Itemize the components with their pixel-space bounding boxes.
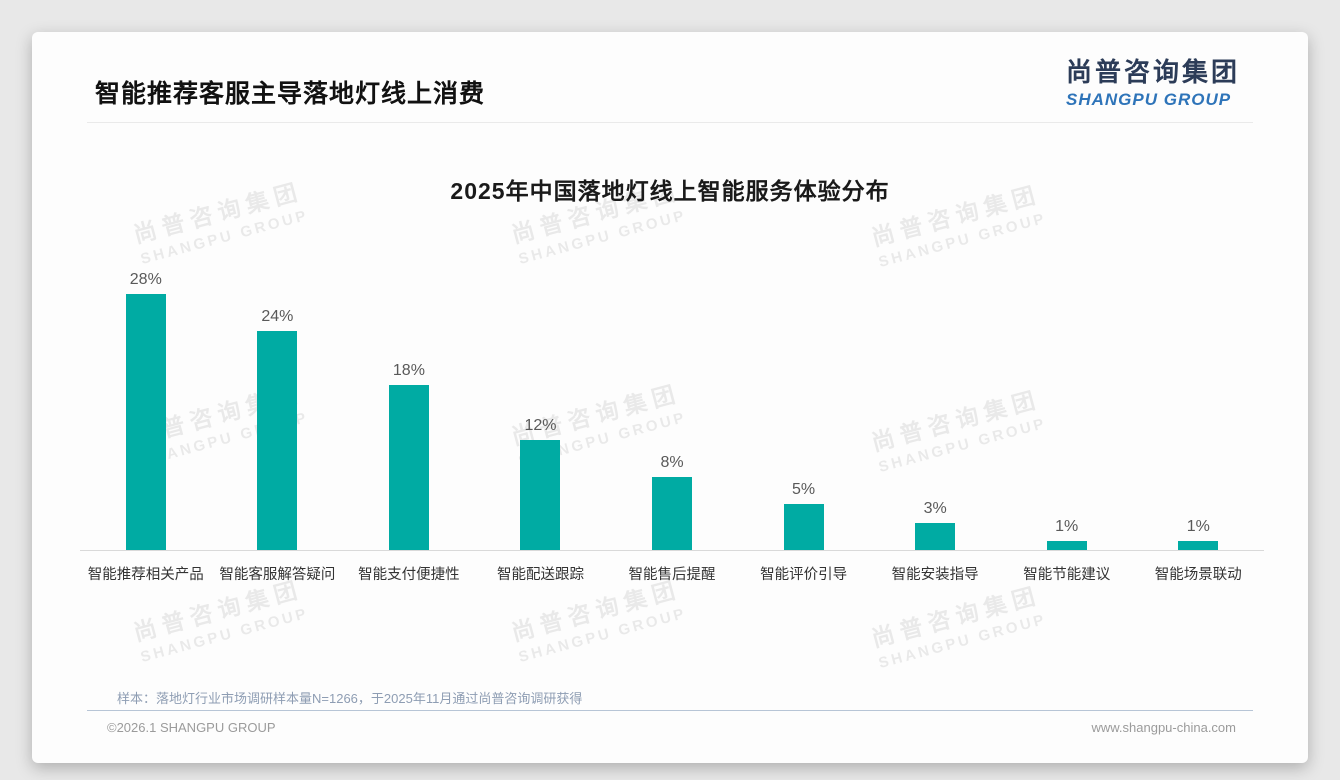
- x-axis-label: 智能客服解答疑问: [219, 567, 336, 583]
- bar: [915, 522, 956, 550]
- bar-value-label: 24%: [261, 307, 294, 325]
- watermark-english: SHANGPU GROUP: [516, 604, 689, 667]
- bar-column: 12%: [475, 417, 607, 550]
- bar: [257, 330, 298, 550]
- x-axis-label: 智能配送跟踪: [496, 567, 584, 583]
- copyright-text: ©2026.1 SHANGPU GROUP: [107, 720, 276, 735]
- bar: [520, 440, 561, 550]
- bar: [125, 294, 166, 550]
- bar-column: 3%: [869, 500, 1001, 550]
- x-axis-label: 智能推荐相关产品: [87, 567, 204, 583]
- bar: [1178, 540, 1219, 550]
- x-axis-label: 智能售后提醒: [628, 567, 716, 583]
- bar-column: 1%: [1133, 518, 1265, 550]
- x-axis-label: 智能安装指导: [891, 567, 979, 583]
- bar-value-label: 18%: [392, 362, 425, 380]
- chart-title: 2025年中国落地灯线上智能服务体验分布: [450, 178, 890, 204]
- bar: [652, 476, 693, 550]
- x-axis-label: 智能场景联动: [1154, 567, 1242, 583]
- watermark: 尚普咨询集团 SHANGPU GROUP: [867, 576, 1049, 672]
- bar-value-label: 5%: [792, 481, 816, 499]
- bar-column: 24%: [212, 308, 344, 550]
- bar-column: 28%: [80, 271, 212, 550]
- watermark-english: SHANGPU GROUP: [138, 604, 311, 667]
- watermark-chinese: 尚普咨询集团: [868, 581, 1044, 652]
- company-logo-english: SHANGPU GROUP: [1065, 90, 1232, 109]
- bar-value-label: 1%: [1186, 517, 1210, 535]
- watermark-english: SHANGPU GROUP: [876, 610, 1049, 673]
- plot-area: 28% 24% 18% 12% 8% 5% 3% 1% 1%: [80, 232, 1264, 551]
- bar-value-label: 3%: [923, 499, 947, 517]
- company-logo: 尚普咨询集团 SHANGPU GROUP: [1066, 52, 1240, 110]
- header-divider: [87, 122, 1253, 123]
- slide-card: 尚普咨询集团 SHANGPU GROUP 尚普咨询集团 SHANGPU GROUP 尚普…: [32, 32, 1308, 763]
- x-axis-label: 智能评价引导: [760, 567, 848, 583]
- bar-column: 18%: [343, 362, 475, 550]
- company-logo-chinese: 尚普咨询集团: [1065, 57, 1240, 87]
- bar-value-label: 1%: [1055, 517, 1079, 535]
- sample-note: 样本：落地灯行业市场调研样本量N=1266，于2025年11月通过尚普咨询调研获…: [117, 691, 583, 706]
- bar: [1046, 540, 1087, 550]
- bar-column: 8%: [606, 454, 738, 550]
- bar-column: 1%: [1001, 518, 1133, 550]
- bar-value-label: 28%: [129, 271, 162, 289]
- bar-column: 5%: [738, 481, 870, 550]
- bar-value-label: 8%: [660, 453, 684, 471]
- watermark: 尚普咨询集团 SHANGPU GROUP: [507, 570, 689, 666]
- x-axis-label: 智能支付便捷性: [358, 567, 460, 583]
- bar-value-label: 12%: [524, 417, 557, 435]
- watermark: 尚普咨询集团 SHANGPU GROUP: [129, 570, 311, 666]
- x-axis-labels: 智能推荐相关产品 智能客服解答疑问 智能支付便捷性 智能配送跟踪 智能售后提醒 智能评价引…: [80, 563, 1264, 584]
- page-title: 智能推荐客服主导落地灯线上消费: [95, 80, 486, 108]
- website-url: www.shangpu-china.com: [1091, 720, 1236, 735]
- bar: [388, 385, 429, 550]
- bar: [783, 504, 824, 550]
- footer-divider: [87, 710, 1253, 711]
- footer-bar: ©2026.1 SHANGPU GROUP www.shangpu-china.…: [107, 720, 1236, 735]
- x-axis-label: 智能节能建议: [1023, 567, 1111, 583]
